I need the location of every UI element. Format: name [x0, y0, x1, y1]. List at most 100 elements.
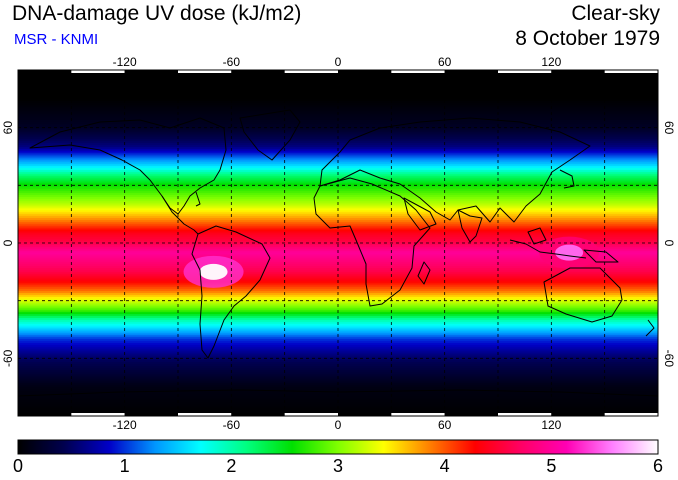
uv-band — [18, 373, 658, 377]
uv-band — [18, 366, 658, 369]
uv-band — [18, 302, 658, 306]
colorbar-tick-label: 4 — [439, 456, 450, 476]
uv-band — [18, 85, 658, 88]
lon-tick-label-top: -60 — [223, 55, 241, 69]
uv-band — [18, 354, 658, 358]
uv-band — [18, 73, 658, 77]
coast-arabia — [403, 197, 437, 231]
uv-band — [18, 181, 658, 185]
uv-band — [18, 144, 658, 148]
uv-band — [18, 306, 658, 309]
uv-band — [18, 319, 658, 323]
uv-band — [18, 158, 658, 161]
uv-band — [18, 204, 658, 208]
uv-band — [18, 266, 658, 269]
uv-band — [18, 367, 658, 371]
uv-band — [18, 216, 658, 219]
graticule — [18, 70, 658, 416]
uv-band — [18, 79, 658, 83]
coast-antarctica — [18, 389, 658, 397]
uv-maximum — [199, 263, 228, 280]
uv-band — [18, 212, 658, 215]
uv-band — [18, 356, 658, 359]
uv-band — [18, 156, 658, 160]
lat-tick-label-right: -60 — [662, 350, 676, 368]
uv-band — [18, 271, 658, 275]
uv-band — [18, 221, 658, 225]
lat-tick-label-left: -60 — [1, 349, 15, 367]
uv-band — [18, 348, 658, 352]
uv-band — [18, 96, 658, 100]
lon-tick-label-bottom: 0 — [335, 418, 342, 432]
uv-band — [18, 314, 658, 317]
uv-band — [18, 277, 658, 281]
institution-label: MSR - KNMI — [14, 31, 99, 48]
coastlines — [18, 109, 658, 397]
uv-band — [18, 264, 658, 267]
uv-band — [18, 283, 658, 286]
uv-band — [18, 193, 658, 196]
lat-tick-label-right: 0 — [662, 240, 676, 247]
uv-band — [18, 371, 658, 375]
axis-tick-labels: -120 -120 -60 -60 0 0 60 60 120 120 60 60 0 0 -60 -60 — [1, 55, 676, 432]
uv-band — [18, 362, 658, 365]
uv-band — [18, 317, 658, 321]
colorbar-tick-label: 5 — [546, 456, 557, 476]
coast-africa — [313, 177, 431, 307]
uv-band — [18, 252, 658, 256]
uv-band — [18, 187, 658, 190]
colorbar-tick-label: 2 — [226, 456, 237, 476]
lat-tick-label-left: 0 — [1, 239, 15, 246]
uv-band — [18, 223, 658, 227]
uv-band — [18, 102, 658, 106]
sky-condition-label: Clear-sky — [571, 2, 660, 25]
coast-japan — [559, 169, 575, 189]
uv-band — [18, 337, 658, 340]
date-label: 8 October 1979 — [515, 27, 660, 50]
uv-band — [18, 168, 658, 171]
coast-borneo — [527, 227, 547, 245]
uv-band — [18, 71, 658, 75]
lat-tick-label-left: 60 — [1, 121, 15, 135]
uv-band — [18, 294, 658, 298]
colorbar-tick-label: 3 — [332, 456, 344, 476]
uv-band — [18, 164, 658, 167]
colorbar-tick-label: 6 — [652, 456, 664, 476]
uv-band — [18, 206, 658, 209]
colorbar — [17, 439, 659, 455]
lon-tick-label-top: 120 — [541, 55, 561, 69]
uv-band — [18, 385, 658, 388]
uv-band — [18, 133, 658, 136]
lon-tick-label-bottom: 60 — [438, 418, 452, 432]
lon-tick-label-top: -120 — [113, 55, 137, 69]
uv-band — [18, 125, 658, 129]
uv-band — [18, 127, 658, 131]
uv-band — [18, 254, 658, 258]
uv-band — [18, 289, 658, 292]
uv-band — [18, 169, 658, 173]
map-title: DNA-damage UV dose (kJ/m2) — [12, 2, 302, 25]
uv-band — [18, 108, 658, 111]
lon-tick-label-bottom: 120 — [541, 418, 561, 432]
uv-band — [18, 246, 658, 250]
uv-band — [18, 308, 658, 311]
uv-band — [18, 139, 658, 142]
coast-new-zealand — [645, 319, 655, 337]
coast-madagascar — [417, 261, 431, 285]
colorbar-tick-label: 0 — [12, 456, 24, 476]
uv-band — [18, 150, 658, 154]
uv-band — [18, 331, 658, 334]
uv-band — [18, 210, 658, 213]
coast-eurasia — [319, 117, 591, 223]
uv-band — [18, 360, 658, 363]
uv-band — [18, 218, 658, 221]
uv-band — [18, 175, 658, 179]
uv-band — [18, 408, 658, 411]
uv-band — [18, 104, 658, 108]
uv-band — [18, 110, 658, 113]
uv-band — [18, 260, 658, 263]
coast-central-america — [161, 195, 199, 235]
uv-band — [18, 269, 658, 273]
uv-maximum — [555, 244, 584, 261]
